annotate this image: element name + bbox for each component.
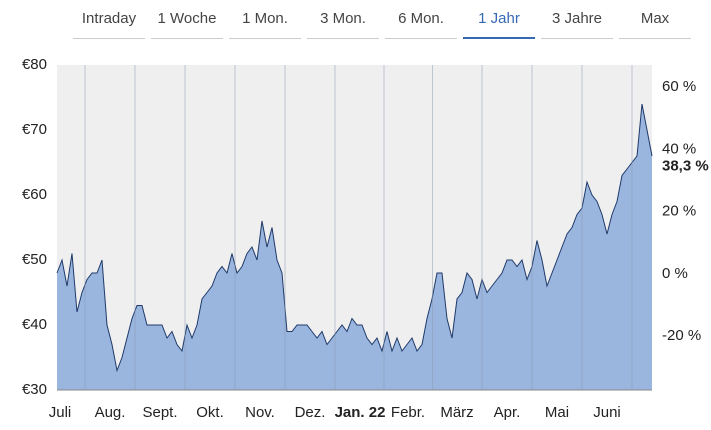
y-tick-label: €30	[22, 381, 47, 398]
x-tick-label: Jan. 22	[335, 404, 386, 421]
price-line	[56, 103, 653, 373]
x-tick-label: Mai	[545, 404, 569, 421]
y-tick-label: €70	[22, 121, 47, 138]
y-tick-label: €40	[22, 316, 47, 333]
range-tab[interactable]: 6 Mon.	[385, 0, 457, 39]
range-tabs: Intraday 1 Woche 1 Mon. 3 Mon. 6 Mon. 1 Jahr 3…	[73, 0, 697, 40]
x-tick-label: Febr.	[391, 404, 425, 421]
x-tick-label: Nov.	[245, 404, 275, 421]
range-tab[interactable]: 3 Mon.	[307, 0, 379, 39]
x-tick-label: Dez.	[295, 404, 326, 421]
y-tick-label: €60	[22, 186, 47, 203]
y2-tick-label: 60 %	[662, 78, 696, 95]
x-tick-label: Okt.	[196, 404, 224, 421]
x-tick-label: Juli	[49, 404, 72, 421]
range-tab[interactable]: Intraday	[73, 0, 145, 39]
range-tab[interactable]: Max	[619, 0, 691, 39]
y2-tick-label: 0 %	[662, 265, 688, 282]
current-change-label: 38,3 %	[662, 158, 709, 175]
range-tab[interactable]: 1 Woche	[151, 0, 223, 39]
y2-tick-label: -20 %	[662, 327, 701, 344]
range-tab[interactable]: 1 Mon.	[229, 0, 301, 39]
y2-tick-label: 20 %	[662, 203, 696, 220]
range-tab[interactable]: 1 Jahr	[463, 0, 535, 39]
x-tick-label: Apr.	[494, 404, 521, 421]
x-tick-label: Juni	[593, 404, 621, 421]
y-tick-label: €50	[22, 251, 47, 268]
x-tick-label: März	[440, 404, 473, 421]
range-tab[interactable]: 3 Jahre	[541, 0, 613, 39]
y2-tick-label: 40 %	[662, 140, 696, 157]
x-tick-label: Sept.	[142, 404, 177, 421]
x-tick-label: Aug.	[95, 404, 126, 421]
y-tick-label: €80	[22, 56, 47, 73]
price-area	[57, 104, 652, 390]
